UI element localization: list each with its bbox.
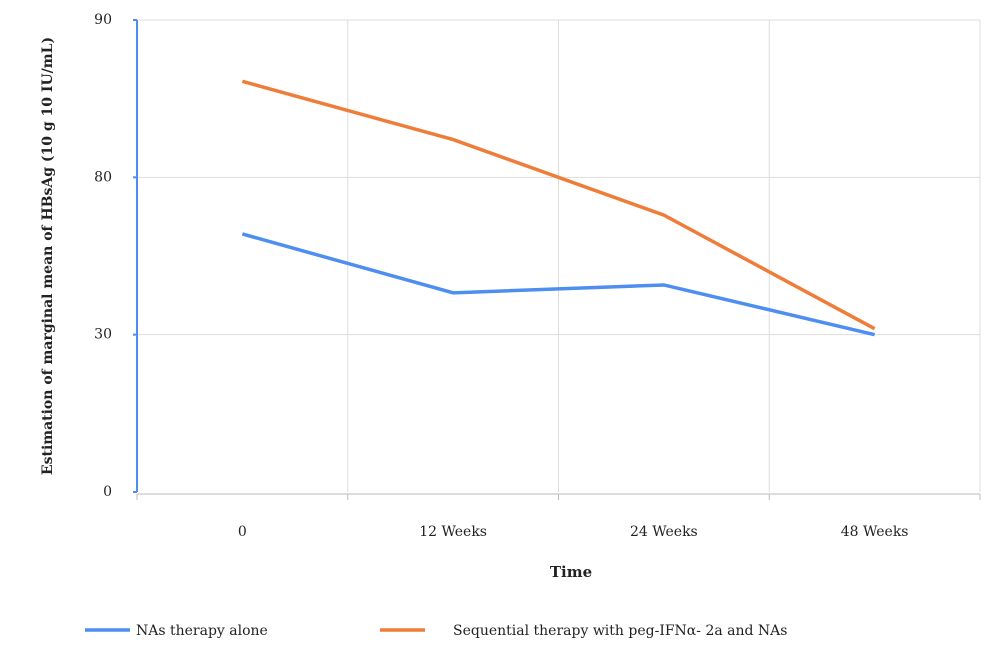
y-tick-label: 0	[103, 484, 112, 500]
y-tick-label: 80	[94, 169, 112, 185]
x-tick-label: 24 Weeks	[630, 524, 698, 540]
legend-label: NAs therapy alone	[136, 623, 268, 639]
x-tick-label: 48 Weeks	[841, 524, 909, 540]
y-tick-label: 90	[94, 12, 112, 28]
x-tick-label: 12 Weeks	[419, 524, 487, 540]
legend-label: Sequential therapy with peg-IFNα- 2a and…	[453, 623, 787, 639]
series-line	[241, 79, 876, 331]
x-tick-label: 0	[238, 524, 247, 540]
y-tick-label: 30	[94, 327, 112, 343]
series-line	[241, 232, 876, 337]
x-axis-title: Time	[550, 563, 592, 581]
y-axis-title: Estimation of marginal mean of HBsAg (10…	[40, 37, 56, 475]
